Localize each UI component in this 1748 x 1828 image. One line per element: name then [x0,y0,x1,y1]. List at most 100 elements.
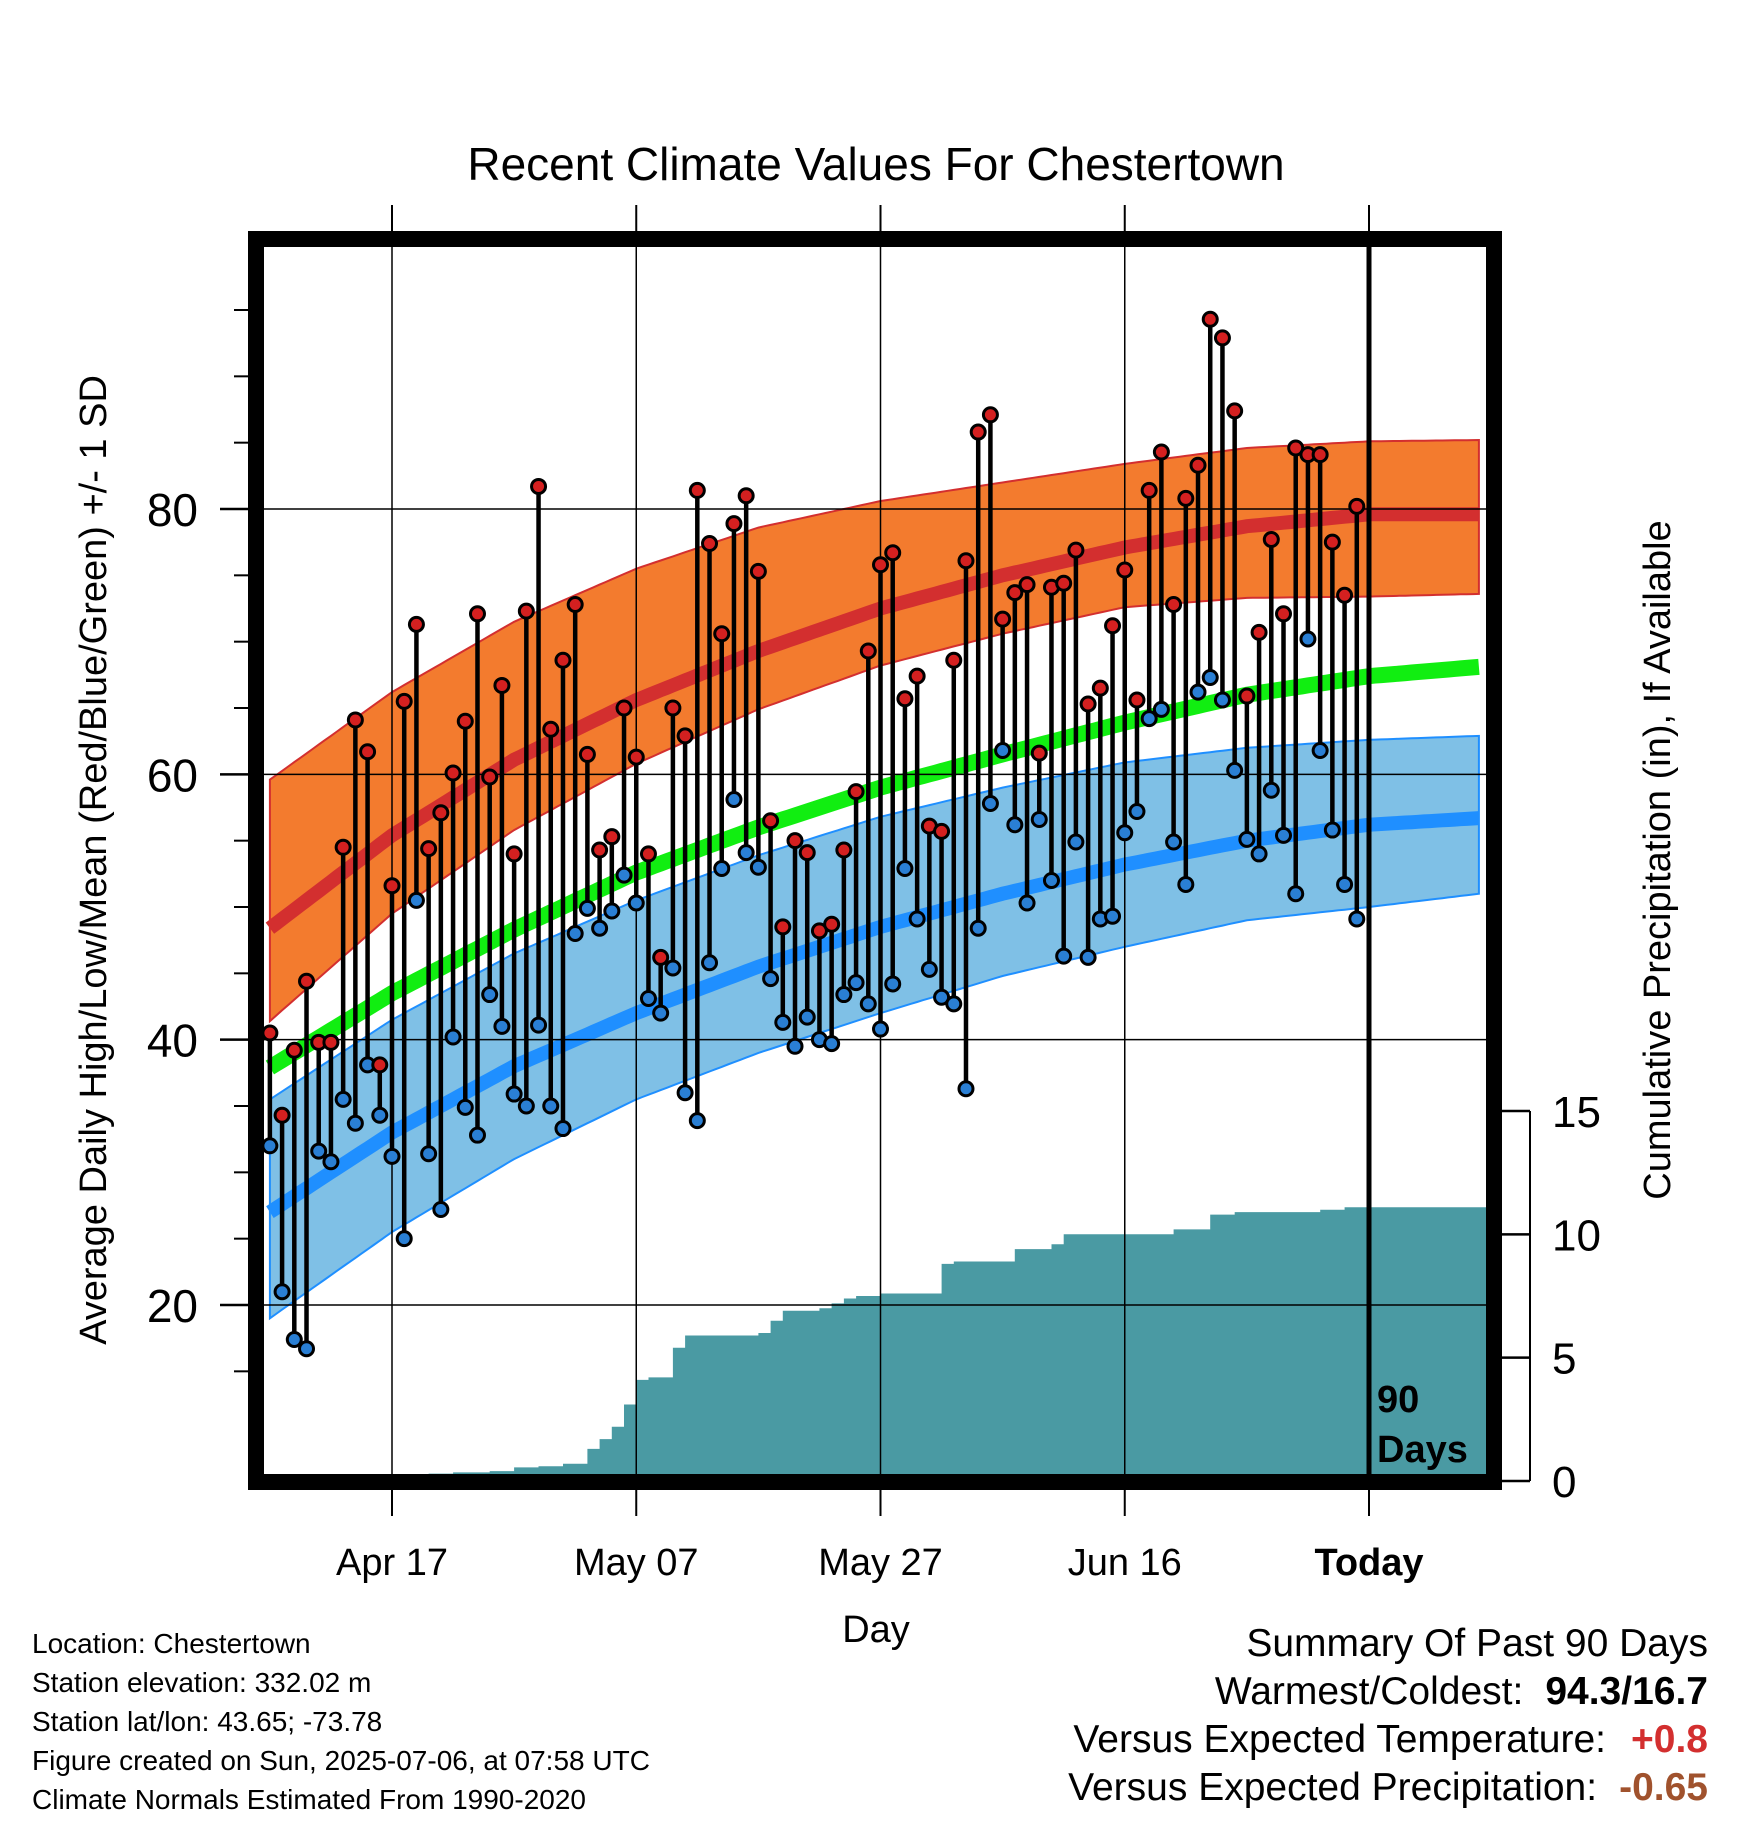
observed-high-point [444,764,462,782]
observed-low-point [676,1084,694,1102]
observed-low-point [725,791,743,809]
observed-high-point [1030,744,1048,762]
observed-low-point [517,1097,535,1115]
observed-low-point [420,1145,438,1163]
observed-low-point [847,974,865,992]
temp-value: +0.8 [1631,1718,1708,1761]
observed-high-point [603,828,621,846]
info-created: Figure created on Sun, 2025-07-06, at 07… [32,1745,650,1776]
summary-temp: Versus Expected Temperature: +0.8 [1068,1716,1708,1764]
observed-low-point [493,1017,511,1035]
observed-high-point [468,605,486,623]
observed-high-point [371,1056,389,1074]
observed-high-point [1226,402,1244,420]
observed-high-point [872,556,889,574]
observed-low-point [1079,948,1097,966]
observed-high-point [346,711,364,729]
observed-low-point [1213,691,1231,709]
observed-low-point [823,1035,841,1053]
observed-high-point [1275,605,1293,623]
observed-high-point [481,768,499,786]
plot-area [265,438,1486,1474]
observed-high-point [1348,497,1366,515]
observed-low-point [896,860,914,878]
observed-low-point [1152,700,1170,718]
station-info: Location: Chestertown Station elevation:… [32,1624,650,1819]
observed-low-point [1055,947,1073,965]
observed-low-point [1140,710,1158,728]
observed-low-point [969,919,987,937]
observed-low-point [1262,781,1280,799]
temp-label: Versus Expected Temperature: [1073,1718,1606,1761]
observed-high-point [1323,533,1341,551]
summary-panel: Summary Of Past 90 Days Warmest/Coldest:… [1068,1620,1708,1812]
observed-high-point [786,832,804,850]
info-elevation: Station elevation: 332.02 m [32,1667,372,1698]
observed-high-point [334,838,352,856]
observed-high-point [688,481,706,499]
observed-high-point [1140,481,1158,499]
observed-high-point [615,699,633,717]
observed-low-point [945,995,963,1013]
observed-high-point [1116,561,1134,579]
observed-high-point [981,406,999,424]
observed-low-point [1336,875,1354,893]
observed-low-point [554,1120,572,1138]
observed-low-point [1030,810,1048,828]
observed-high-point [798,844,816,862]
x-tick-label: Apr 17 [336,1542,448,1584]
precipitation-area [428,1207,1486,1474]
observed-low-point [798,1008,816,1026]
observed-low-point [713,860,731,878]
observed-high-point [1006,584,1024,602]
observed-low-point [1042,871,1060,889]
observed-high-point [1018,576,1036,594]
observed-high-point [566,596,584,614]
observed-low-point [566,925,584,943]
observed-low-point [835,986,853,1004]
observed-low-point [688,1112,706,1130]
observed-high-point [639,845,657,863]
observed-low-point [1006,816,1024,834]
observed-low-point [334,1090,352,1108]
observed-low-point [1275,826,1293,844]
observed-high-point [945,651,963,669]
observed-low-point [285,1330,303,1348]
observed-low-point [920,960,938,978]
observed-high-point [896,690,914,708]
observed-low-point [603,902,621,920]
summary-precip: Versus Expected Precipitation: -0.65 [1068,1764,1708,1812]
observed-low-point [407,891,425,909]
y-axis-label: Average Daily High/Low/Mean (Red/Blue/Gr… [73,375,115,1345]
y2-axis-label: Cumulative Precipitation (in), If Availa… [1637,520,1679,1199]
precip-value: -0.65 [1619,1766,1708,1809]
y2-tick-label: 15 [1552,1088,1601,1137]
high-sd-band [268,438,1480,1024]
observed-low-point [1311,741,1329,759]
plot-frame [248,231,1502,1490]
observed-low-point [1226,761,1244,779]
observed-low-point [908,910,926,928]
observed-low-point [591,919,609,937]
observed-low-point [859,995,877,1013]
observed-low-point [444,1028,462,1046]
observed-high-point [847,783,865,801]
observed-high-point [264,1024,279,1042]
observed-high-point [627,748,645,766]
axes: Apr 17 May 07 May 27 Jun 16 Today 20 40 60 80 0 5 1… [147,205,1601,1584]
summary-heading: Summary Of Past 90 Days [1246,1622,1708,1665]
observed-low-point [456,1098,474,1116]
observed-low-point [1116,824,1134,842]
observed-high-point [493,676,511,694]
observed-high-point [1091,679,1109,697]
observed-low-point [1128,802,1146,820]
observed-low-point [774,1013,792,1031]
observed-high-point [725,515,743,533]
observed-high-point [1213,329,1231,347]
observed-high-point [420,840,438,858]
observed-low-point [664,959,682,977]
observed-high-point [737,487,755,505]
observed-low-point [1287,885,1305,903]
observed-high-point [652,948,670,966]
observed-low-point [542,1097,560,1115]
